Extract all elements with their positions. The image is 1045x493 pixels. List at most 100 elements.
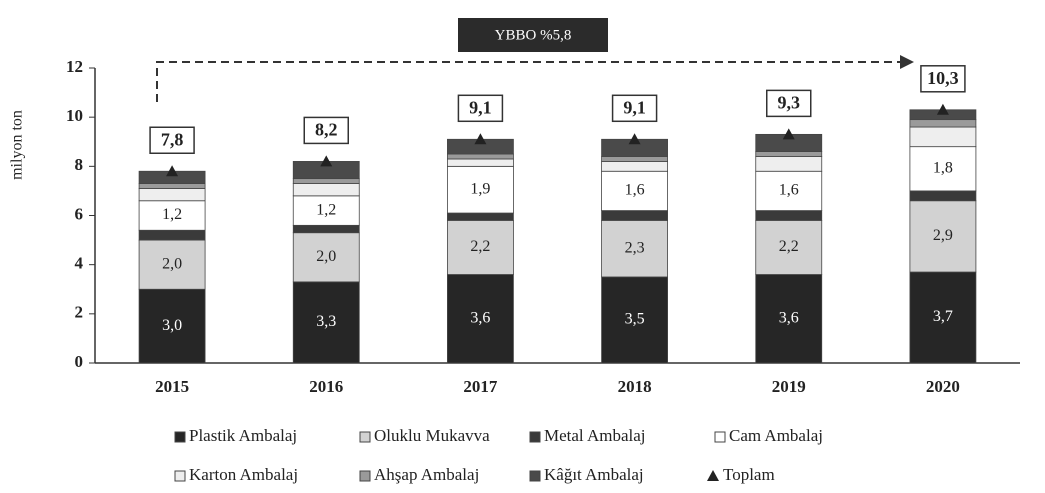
bar-segment [909, 119, 977, 128]
value-label: 2,2 [470, 238, 490, 255]
bar-segment [138, 188, 206, 202]
value-label: 3,3 [316, 313, 336, 330]
bar-segment [447, 153, 514, 160]
bar-segment [447, 220, 514, 275]
value-label: 2,9 [933, 227, 953, 244]
cagr-arrow [156, 61, 900, 102]
value-label: 1,2 [316, 201, 336, 218]
legend-swatch [529, 470, 541, 482]
y-tick-label: 6 [75, 204, 84, 223]
total-marker [936, 103, 949, 115]
bar-segment [909, 190, 977, 202]
bar-segment [601, 220, 668, 278]
value-label: 3,7 [933, 308, 953, 325]
value-label: 2,0 [162, 255, 182, 272]
bar-segment [292, 178, 360, 184]
bar-segment [447, 165, 514, 214]
legend-label: Cam Ambalaj [729, 426, 823, 445]
value-label: 1,8 [933, 159, 953, 176]
bar-segment [755, 170, 823, 211]
bar-segment [138, 200, 206, 231]
y-tick-label: 0 [75, 352, 84, 371]
bar-segment [138, 239, 206, 290]
bar-segment [909, 146, 977, 192]
total-label: 10,3 [927, 68, 959, 88]
bar-segment [292, 224, 360, 234]
value-label: 1,2 [162, 206, 182, 223]
legend-swatch [529, 431, 541, 443]
x-tick-label: 2017 [463, 377, 498, 396]
bar-segment [447, 158, 514, 167]
bar-segment [138, 183, 206, 189]
bar-segment [138, 288, 206, 364]
legend-swatch [359, 470, 371, 482]
bar-segment [601, 170, 668, 211]
value-label: 3,6 [779, 309, 799, 326]
total-marker [628, 133, 641, 145]
x-tick-label: 2020 [926, 377, 960, 396]
y-tick-label: 10 [66, 106, 83, 125]
value-label: 3,5 [625, 311, 645, 328]
annotation: YBBO %5,8 [495, 27, 572, 43]
bar-segment [292, 281, 360, 364]
bar-segment [909, 200, 977, 273]
legend-label: Oluklu Mukavva [374, 426, 490, 445]
value-label: 3,0 [162, 317, 182, 334]
value-label: 2,3 [625, 239, 645, 256]
bar-segment [292, 183, 360, 197]
legend-label: Toplam [723, 465, 775, 484]
total-label-box [920, 65, 966, 93]
total-label-box [457, 94, 504, 123]
total-label: 9,3 [778, 93, 801, 113]
annotation-box [458, 18, 608, 52]
legend-label: Karton Ambalaj [189, 465, 298, 484]
total-label-box [611, 94, 658, 123]
legend-label: Plastik Ambalaj [189, 426, 297, 445]
bar-segment [601, 276, 668, 364]
total-label: 8,2 [315, 120, 338, 140]
legend-swatch [359, 431, 371, 443]
value-label: 2,0 [316, 248, 336, 265]
value-label: 1,6 [779, 182, 799, 199]
value-label: 1,6 [625, 182, 645, 199]
total-marker [474, 133, 487, 145]
bar-segment [755, 151, 823, 157]
legend-swatch [174, 470, 186, 482]
y-tick-label: 8 [75, 155, 84, 174]
bar-segment [909, 126, 977, 148]
total-marker [166, 165, 179, 177]
y-axis-label: milyon ton [9, 110, 26, 180]
value-label: 2,2 [779, 238, 799, 255]
legend-swatch [174, 431, 186, 443]
total-label-box [149, 126, 195, 154]
bar-segment [755, 274, 823, 364]
total-marker [320, 155, 333, 167]
bar-segment [601, 161, 668, 172]
legend-label: Kâğıt Ambalaj [544, 465, 644, 484]
legend-swatch [714, 431, 726, 443]
x-tick-label: 2019 [772, 377, 806, 396]
bar-segment [755, 156, 823, 172]
value-label: 1,9 [470, 180, 490, 197]
x-tick-label: 2015 [155, 377, 189, 396]
x-tick-label: 2016 [309, 377, 343, 396]
bar-segment [909, 271, 977, 364]
total-marker [782, 128, 795, 140]
legend-swatch [707, 470, 719, 481]
total-label-box [766, 89, 812, 118]
bar-segment [755, 220, 823, 275]
value-label: 3,6 [470, 309, 490, 326]
bar-segment [447, 274, 514, 364]
y-tick-label: 12 [66, 57, 83, 76]
bar-segment [138, 229, 206, 241]
x-tick-label: 2018 [618, 377, 652, 396]
bar-segment [601, 210, 668, 221]
bar-segment [292, 232, 360, 283]
bar-segment [447, 212, 514, 221]
bar-segment [755, 210, 823, 221]
y-tick-label: 4 [75, 254, 84, 273]
total-label: 9,1 [469, 97, 492, 117]
y-tick-label: 2 [75, 303, 84, 322]
bar-segment [601, 156, 668, 162]
